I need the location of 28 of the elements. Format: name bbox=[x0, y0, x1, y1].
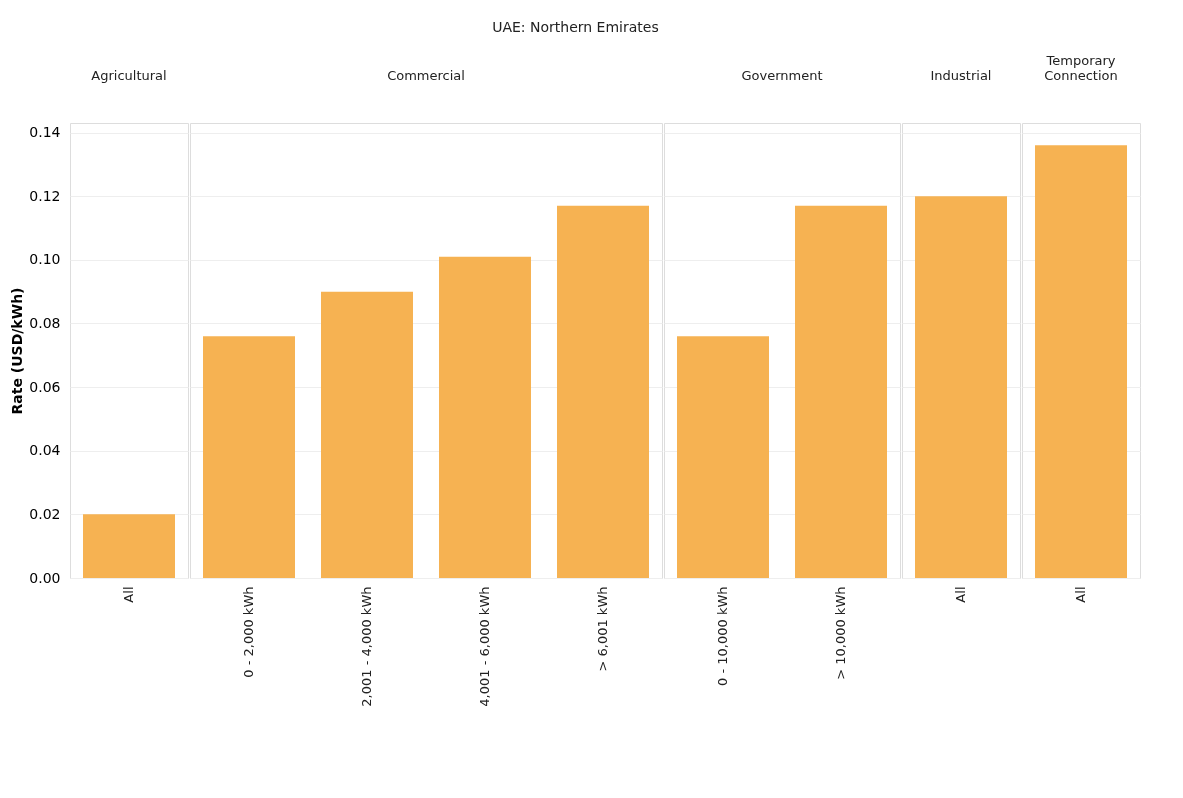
y-tick-label: 0.06 bbox=[29, 378, 61, 395]
x-tick-label: > 10,000 kWh bbox=[833, 586, 848, 680]
y-tick-label: 0.14 bbox=[29, 124, 61, 141]
x-tick-label: All bbox=[121, 586, 136, 603]
x-tick-label: All bbox=[953, 586, 968, 603]
bar bbox=[321, 291, 413, 578]
y-tick-label: 0.08 bbox=[29, 314, 61, 331]
x-tick-label: 0 - 2,000 kWh bbox=[241, 586, 256, 678]
chart-title: Commercial bbox=[387, 68, 465, 83]
bar bbox=[203, 336, 295, 578]
y-tick-label: 0.10 bbox=[29, 251, 61, 268]
chart-title: Temporary Connection bbox=[1044, 53, 1118, 83]
x-tick-label: 4,001 - 6,000 kWh bbox=[477, 586, 492, 707]
bar bbox=[557, 205, 649, 578]
y-tick-label: 0.04 bbox=[29, 442, 61, 459]
x-tick-label: > 6,001 kWh bbox=[595, 586, 610, 672]
x-tick-label: 2,001 - 4,000 kWh bbox=[359, 586, 374, 707]
bar bbox=[439, 256, 531, 578]
y-tick-label: 0.12 bbox=[29, 187, 61, 204]
chart-title: Agricultural bbox=[91, 68, 167, 83]
chart-title: Industrial bbox=[930, 68, 992, 83]
x-tick-label: All bbox=[1073, 586, 1088, 603]
y-tick-label: 0.02 bbox=[29, 505, 61, 522]
x-tick-label: 0 - 10,000 kWh bbox=[715, 586, 730, 686]
y-axis-title: Rate (USD/kWh) bbox=[9, 287, 26, 415]
y-tick-label: 0.00 bbox=[29, 569, 61, 586]
text: UAE: Northern Emirates bbox=[492, 18, 659, 35]
chart-title: Government bbox=[741, 68, 823, 83]
